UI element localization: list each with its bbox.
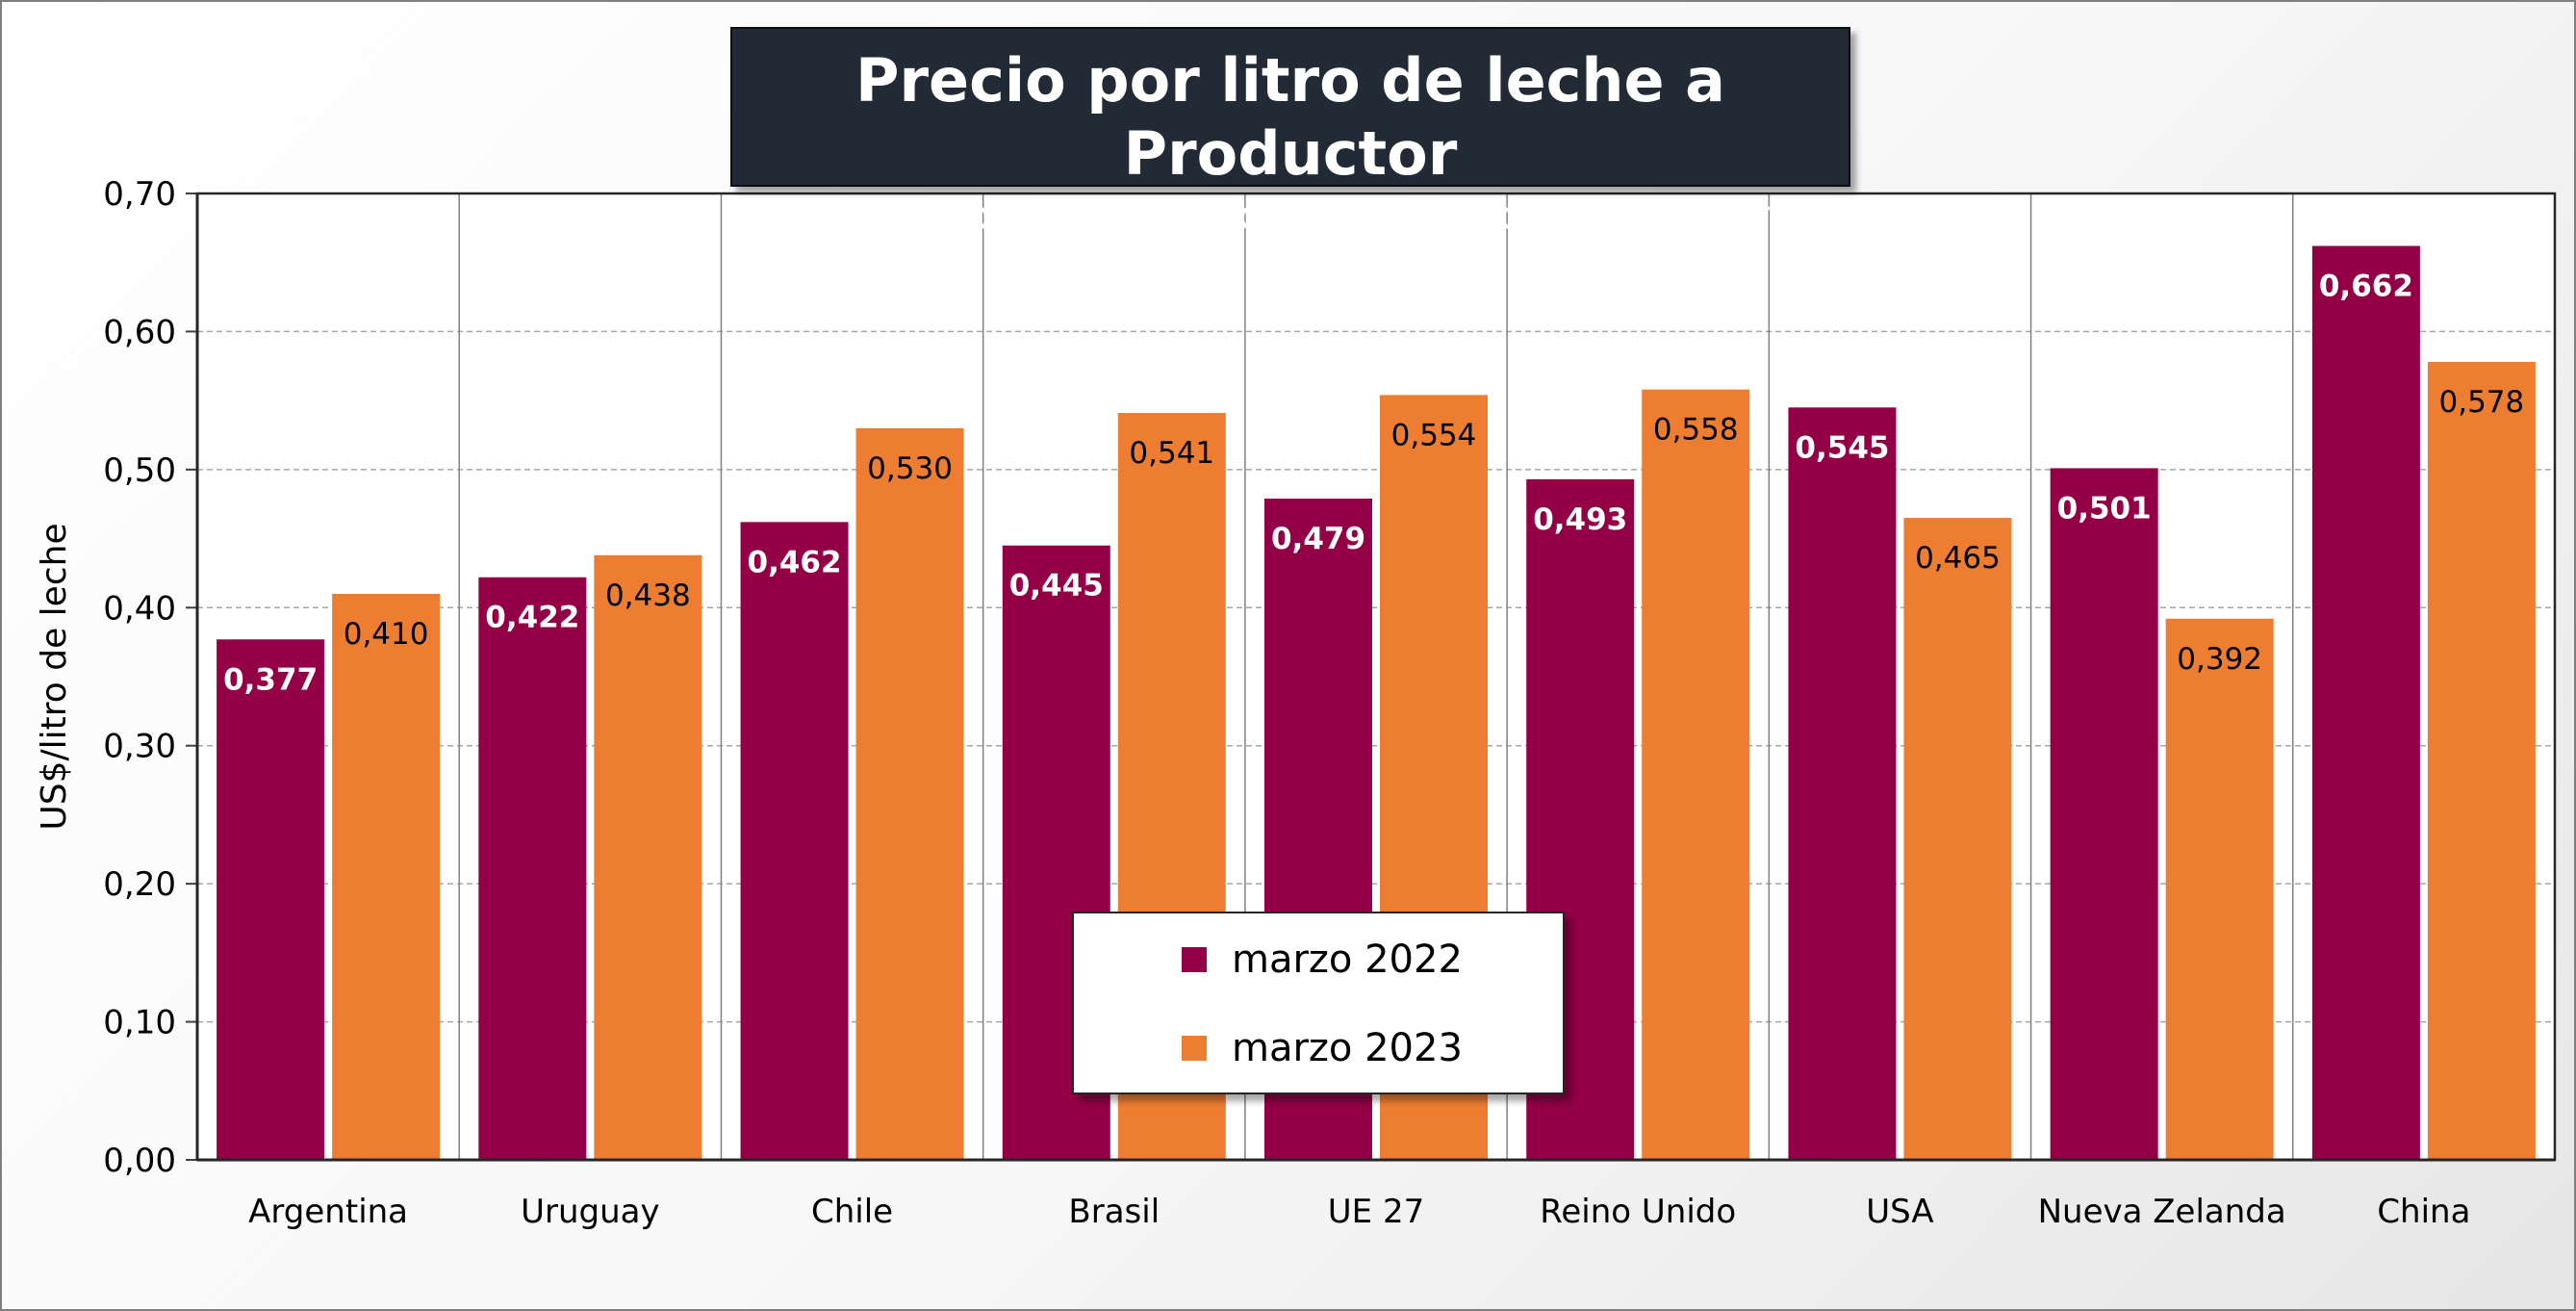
data-label: 0,578 [2439,385,2525,420]
y-axis-title: US$/litro de leche [35,523,74,830]
data-label: 0,541 [1129,436,1214,471]
y-tick-label: 0,30 [103,728,176,766]
data-label: 0,545 [1795,430,1889,465]
bar [1788,407,1897,1160]
y-tick-label: 0,20 [103,865,176,904]
x-tick-label: UE 27 [1328,1193,1424,1231]
bar [2165,618,2274,1160]
bar [1903,518,2012,1160]
data-label: 0,558 [1653,413,1739,448]
data-label: 0,662 [2319,270,2413,304]
data-label: 0,438 [605,578,691,613]
x-tick-label: Uruguay [521,1193,660,1231]
data-label: 0,422 [485,601,579,635]
bar [478,577,587,1160]
y-tick-label: 0,70 [103,175,176,214]
bar [2050,468,2158,1160]
x-tick-label: Nueva Zelanda [2038,1193,2286,1231]
bar [2311,245,2420,1160]
bar [217,639,325,1160]
data-label: 0,554 [1391,418,1477,452]
y-tick-label: 0,60 [103,313,176,351]
data-label: 0,392 [2177,642,2262,677]
data-label: 0,465 [1915,541,2001,576]
legend-item-marzo-2023: marzo 2023 [1182,1019,1463,1077]
y-tick-label: 0,00 [103,1142,176,1180]
chart-subtitle: - Países/Bloques seleccionados, en dólar… [759,192,1822,239]
data-label: 0,501 [2057,491,2152,526]
bar [332,593,441,1160]
x-tick-label: Argentina [248,1193,408,1231]
bar [1642,389,1750,1160]
legend-label-marzo-2022: marzo 2022 [1232,938,1463,982]
x-tick-label: Brasil [1068,1193,1160,1231]
bar [740,522,849,1160]
legend-label-marzo-2023: marzo 2023 [1232,1026,1463,1070]
data-label: 0,493 [1533,502,1627,537]
x-tick-label: Reino Unido [1540,1193,1736,1231]
data-label: 0,445 [1009,569,1104,604]
x-tick-label: Chile [811,1193,893,1231]
data-label: 0,530 [867,451,953,486]
legend-item-marzo-2022: marzo 2022 [1182,931,1463,989]
y-tick-label: 0,10 [103,1004,176,1042]
bar [2427,361,2536,1160]
chart-title-box: Precio por litro de leche a Productor - … [730,27,1850,239]
data-label: 0,410 [344,617,429,652]
bar [594,554,702,1160]
data-label: 0,479 [1271,522,1365,556]
chart-title: Precio por litro de leche a Productor [855,45,1725,189]
data-label: 0,377 [223,662,318,697]
x-tick-label: USA [1866,1193,1933,1231]
data-label: 0,462 [748,545,842,579]
x-tick-label: China [2377,1193,2470,1231]
legend-swatch-marzo-2023 [1182,1036,1207,1061]
legend-swatch-marzo-2022 [1182,947,1207,972]
legend: marzo 2022 marzo 2023 [1072,912,1565,1094]
y-tick-label: 0,50 [103,451,176,490]
bar [855,427,964,1160]
y-tick-label: 0,40 [103,589,176,628]
